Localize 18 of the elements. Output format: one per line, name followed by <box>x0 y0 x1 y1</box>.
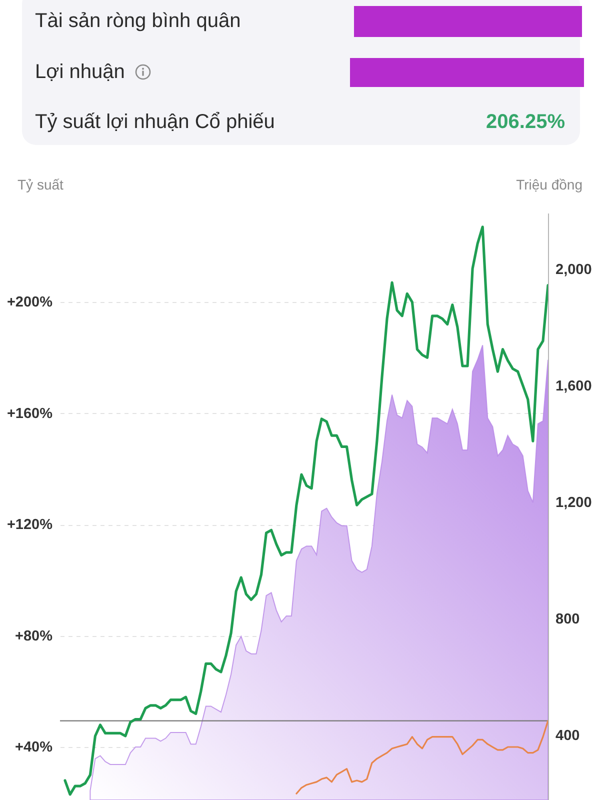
text: 206.25% <box>486 110 565 135</box>
y-tick-label: +40% <box>15 740 53 756</box>
y-tick-label: +200% <box>6 294 53 311</box>
y2-axis-title: Triệu đồng <box>516 176 582 192</box>
line-series <box>296 720 548 794</box>
y2-tick-label: 2,000 <box>556 262 592 278</box>
text: Tài sản ròng bình quân <box>35 9 241 34</box>
y2-tick-label: 1,600 <box>556 378 592 394</box>
y-tick-label: +160% <box>6 406 53 422</box>
y-tick-label: +120% <box>6 517 53 534</box>
y2-tick-label: 1,200 <box>556 494 592 511</box>
y-axis-title: Tỷ suất <box>18 176 64 192</box>
y2-tick-label: 800 <box>556 611 580 628</box>
text: Lợi nhuận <box>35 60 125 84</box>
y2-tick-label: 400 <box>556 728 580 744</box>
y-tick-label: +80% <box>15 628 53 644</box>
line-series <box>64 226 548 796</box>
text: Tỷ suất lợi nhuận Cổ phiếu <box>35 110 275 135</box>
